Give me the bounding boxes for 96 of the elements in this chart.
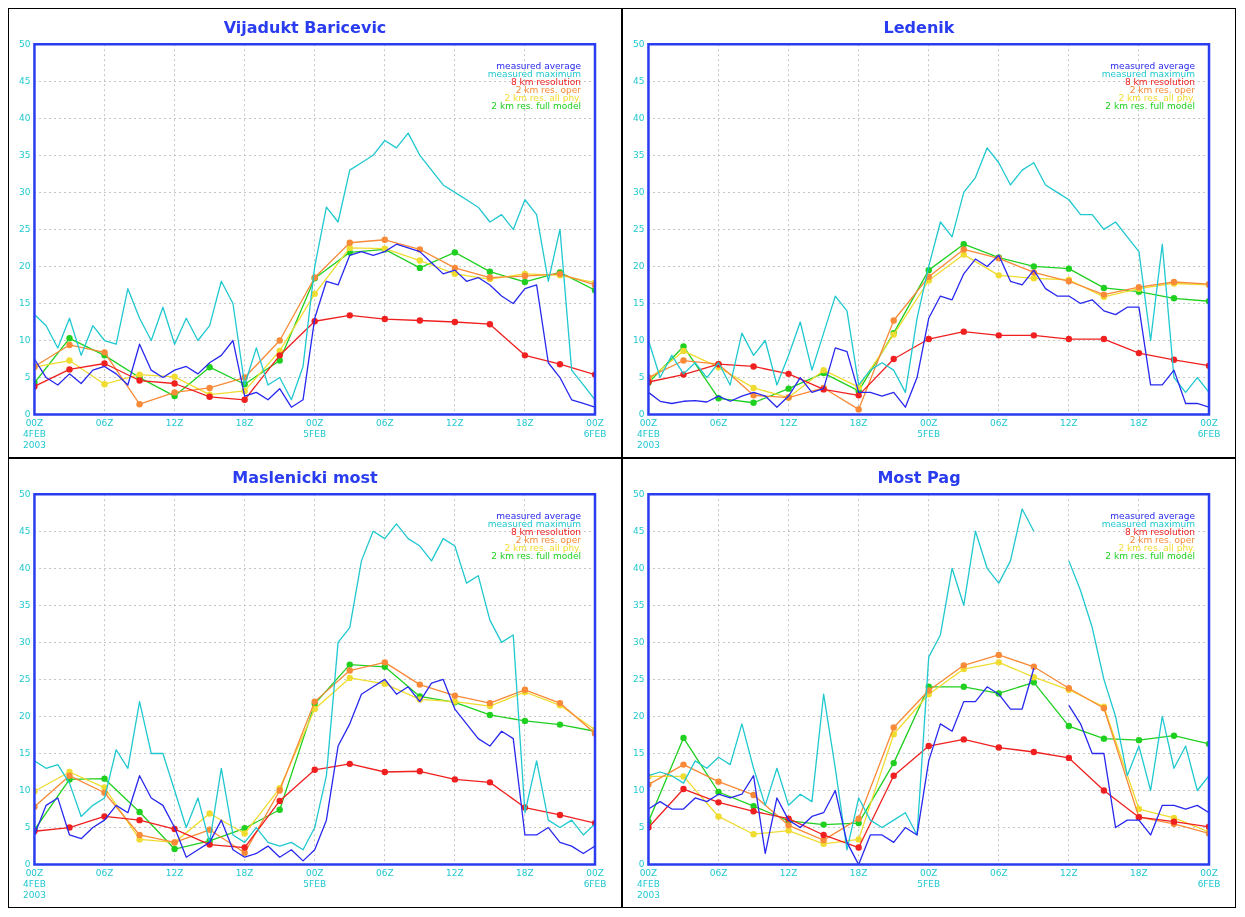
y-tick-label: 30 [633,636,645,647]
x-tick-label: 06Z [375,418,394,429]
y-tick-label: 35 [633,149,645,160]
x-tick-label: 18Z [849,868,868,879]
x-tick-label: 00Z 6FEB [1197,868,1221,890]
y-tick-label: 35 [19,599,31,610]
x-tick-label: 00Z 4FEB 2003 [637,418,660,450]
x-tick-label: 00Z 4FEB 2003 [23,418,46,450]
x-tick-label: 12Z [779,418,798,429]
x-tick-label: 12Z [779,868,798,879]
y-tick-label: 40 [633,562,645,573]
y-tick-label: 25 [19,673,31,684]
y-tick-label: 10 [19,334,31,345]
text: 8 km resolution [510,77,581,88]
text: 2 km res. full model [1105,101,1195,112]
text: measured average [1110,61,1196,72]
y-tick-label: 5 [24,821,31,832]
x-tick-label: 06Z [709,868,728,879]
x-tick-label: 18Z [1130,868,1148,879]
x-tick-label: 00Z 6FEB [583,418,607,440]
text: 2 km res. full model [491,101,581,112]
y-tick-label: 15 [633,297,645,308]
x-tick-label: 00Z 6FEB [1197,418,1221,440]
y-tick-label: 30 [19,186,31,197]
y-tick-label: 5 [24,371,31,382]
x-tick-label: 18Z [235,868,254,879]
x-tick-label: 06Z [989,868,1008,879]
x-tick-label: 12Z [165,418,184,429]
text: 8 km resolution [1124,527,1195,538]
y-tick-label: 0 [638,408,645,419]
y-tick-label: 50 [19,38,31,49]
y-tick-label: 20 [633,260,645,271]
x-tick-label: 06Z [375,868,394,879]
x-tick-label: 06Z [709,418,728,429]
y-tick-label: 20 [633,710,645,721]
y-tick-label: 45 [19,75,31,86]
y-tick-label: 40 [19,562,31,573]
x-tick-label: 12Z [165,868,184,879]
y-tick-label: 20 [19,710,31,721]
y-tick-label: 25 [633,223,645,234]
y-tick-label: 10 [633,334,645,345]
x-tick-label: 18Z [235,418,254,429]
text: 2 km res. full model [1105,551,1195,562]
y-tick-label: 10 [19,784,31,795]
text: 8 km resolution [1124,77,1195,88]
y-tick-label: 45 [19,525,31,536]
chart-title: Ledenik [883,17,955,37]
x-tick-label: 00Z 6FEB [583,868,607,890]
y-tick-label: 40 [633,112,645,123]
y-tick-label: 35 [19,149,31,160]
y-tick-label: 20 [19,260,31,271]
y-tick-label: 50 [19,488,31,499]
y-tick-label: 50 [633,38,645,49]
y-tick-label: 25 [19,223,31,234]
y-tick-label: 10 [633,784,645,795]
text: measured average [496,511,582,522]
y-tick-label: 30 [19,636,31,647]
y-tick-label: 0 [24,858,31,869]
y-tick-label: 40 [19,112,31,123]
x-tick-label: 18Z [1130,418,1148,429]
y-tick-label: 15 [633,747,645,758]
y-tick-label: 50 [633,488,645,499]
y-tick-label: 0 [24,408,31,419]
x-tick-label: 06Z [95,418,114,429]
x-tick-label: 00Z 5FEB [303,418,327,440]
x-tick-label: 00Z 5FEB [303,868,327,890]
x-tick-label: 12Z [446,418,464,429]
chart-title: Vijadukt Baricevic [223,17,387,37]
y-tick-label: 15 [19,747,31,758]
y-tick-label: 0 [638,858,645,869]
x-tick-label: 06Z [989,418,1008,429]
x-tick-label: 18Z [516,868,534,879]
y-tick-label: 5 [638,371,645,382]
x-tick-label: 00Z 5FEB [917,418,941,440]
x-tick-label: 00Z 5FEB [917,868,941,890]
y-tick-label: 5 [638,821,645,832]
y-tick-label: 45 [633,525,645,536]
y-tick-label: 25 [633,673,645,684]
chart-title: Most Pag [877,467,961,487]
x-tick-label: 12Z [446,868,464,879]
x-tick-label: 18Z [849,418,868,429]
text: measured average [496,61,582,72]
text: 8 km resolution [510,527,581,538]
y-tick-label: 30 [633,186,645,197]
text: measured average [1110,511,1196,522]
x-tick-label: 06Z [95,868,114,879]
y-tick-label: 45 [633,75,645,86]
x-tick-label: 18Z [516,418,534,429]
text: 2 km res. full model [491,551,581,562]
x-tick-label: 12Z [1060,418,1078,429]
x-tick-label: 00Z 4FEB 2003 [637,868,660,900]
x-tick-label: 00Z 4FEB 2003 [23,868,46,900]
x-tick-label: 12Z [1060,868,1078,879]
y-tick-label: 35 [633,599,645,610]
chart-title: Maslenicki most [232,467,379,487]
y-tick-label: 15 [19,297,31,308]
